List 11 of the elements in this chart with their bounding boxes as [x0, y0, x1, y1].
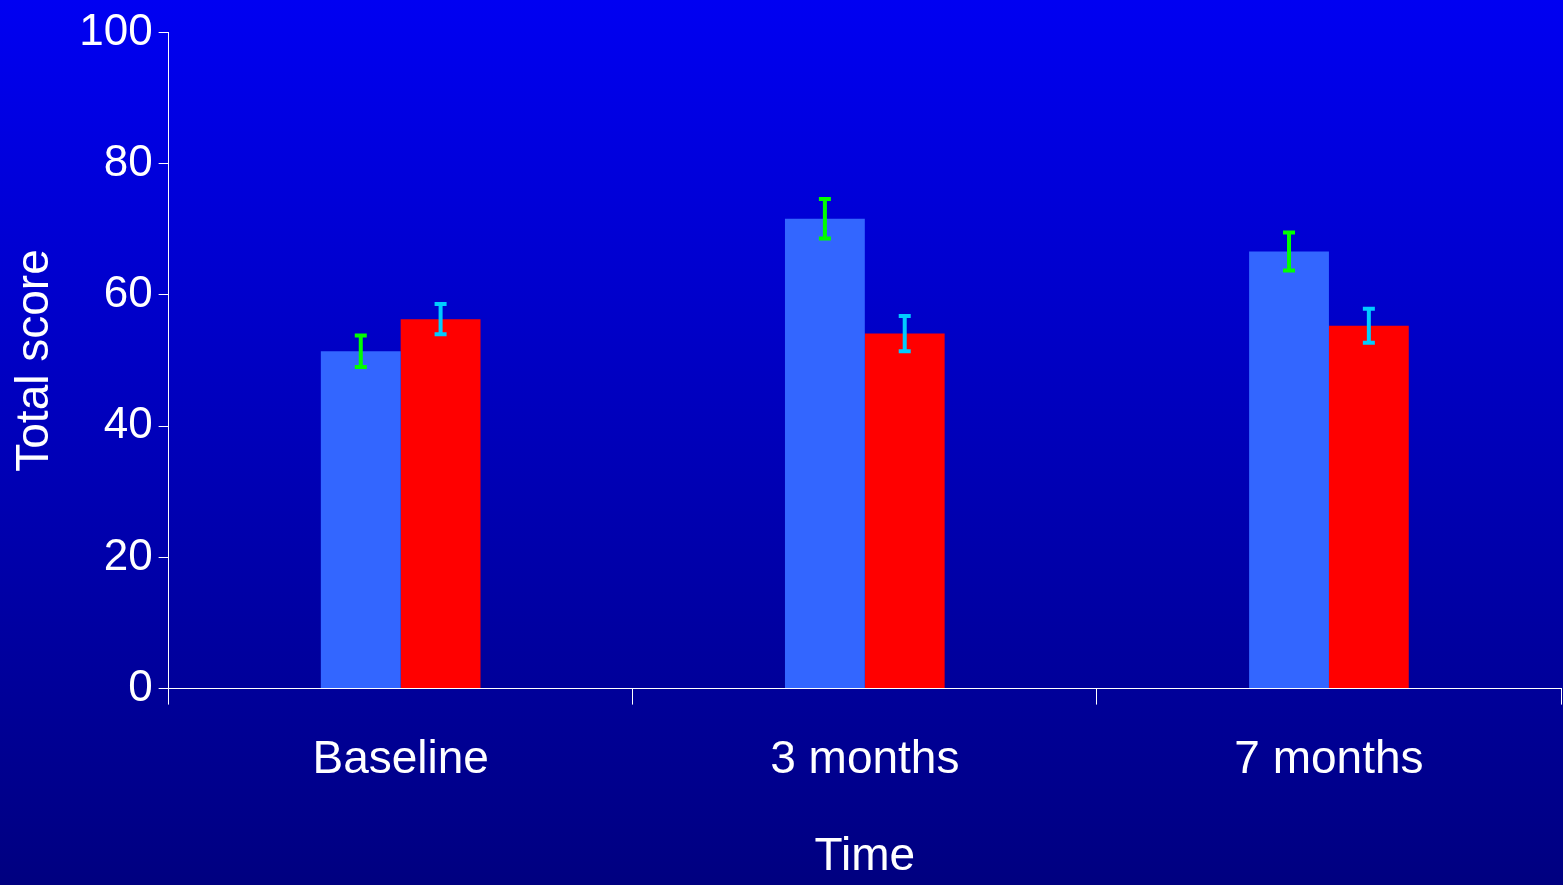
x-tick-label: 3 months [770, 730, 960, 783]
x-tick-label: 7 months [1234, 730, 1424, 783]
y-tick-label: 20 [103, 529, 153, 579]
y-axis-title: Total score [6, 249, 59, 472]
y-tick-label: 40 [103, 398, 153, 448]
y-tick-label: 0 [128, 660, 153, 710]
x-axis-title: Time [814, 828, 916, 881]
y-tick-label: 80 [103, 135, 153, 185]
y-tick-label: 100 [79, 4, 153, 54]
y-tick-label: 60 [103, 267, 153, 317]
x-tick-label: Baseline [312, 730, 489, 783]
